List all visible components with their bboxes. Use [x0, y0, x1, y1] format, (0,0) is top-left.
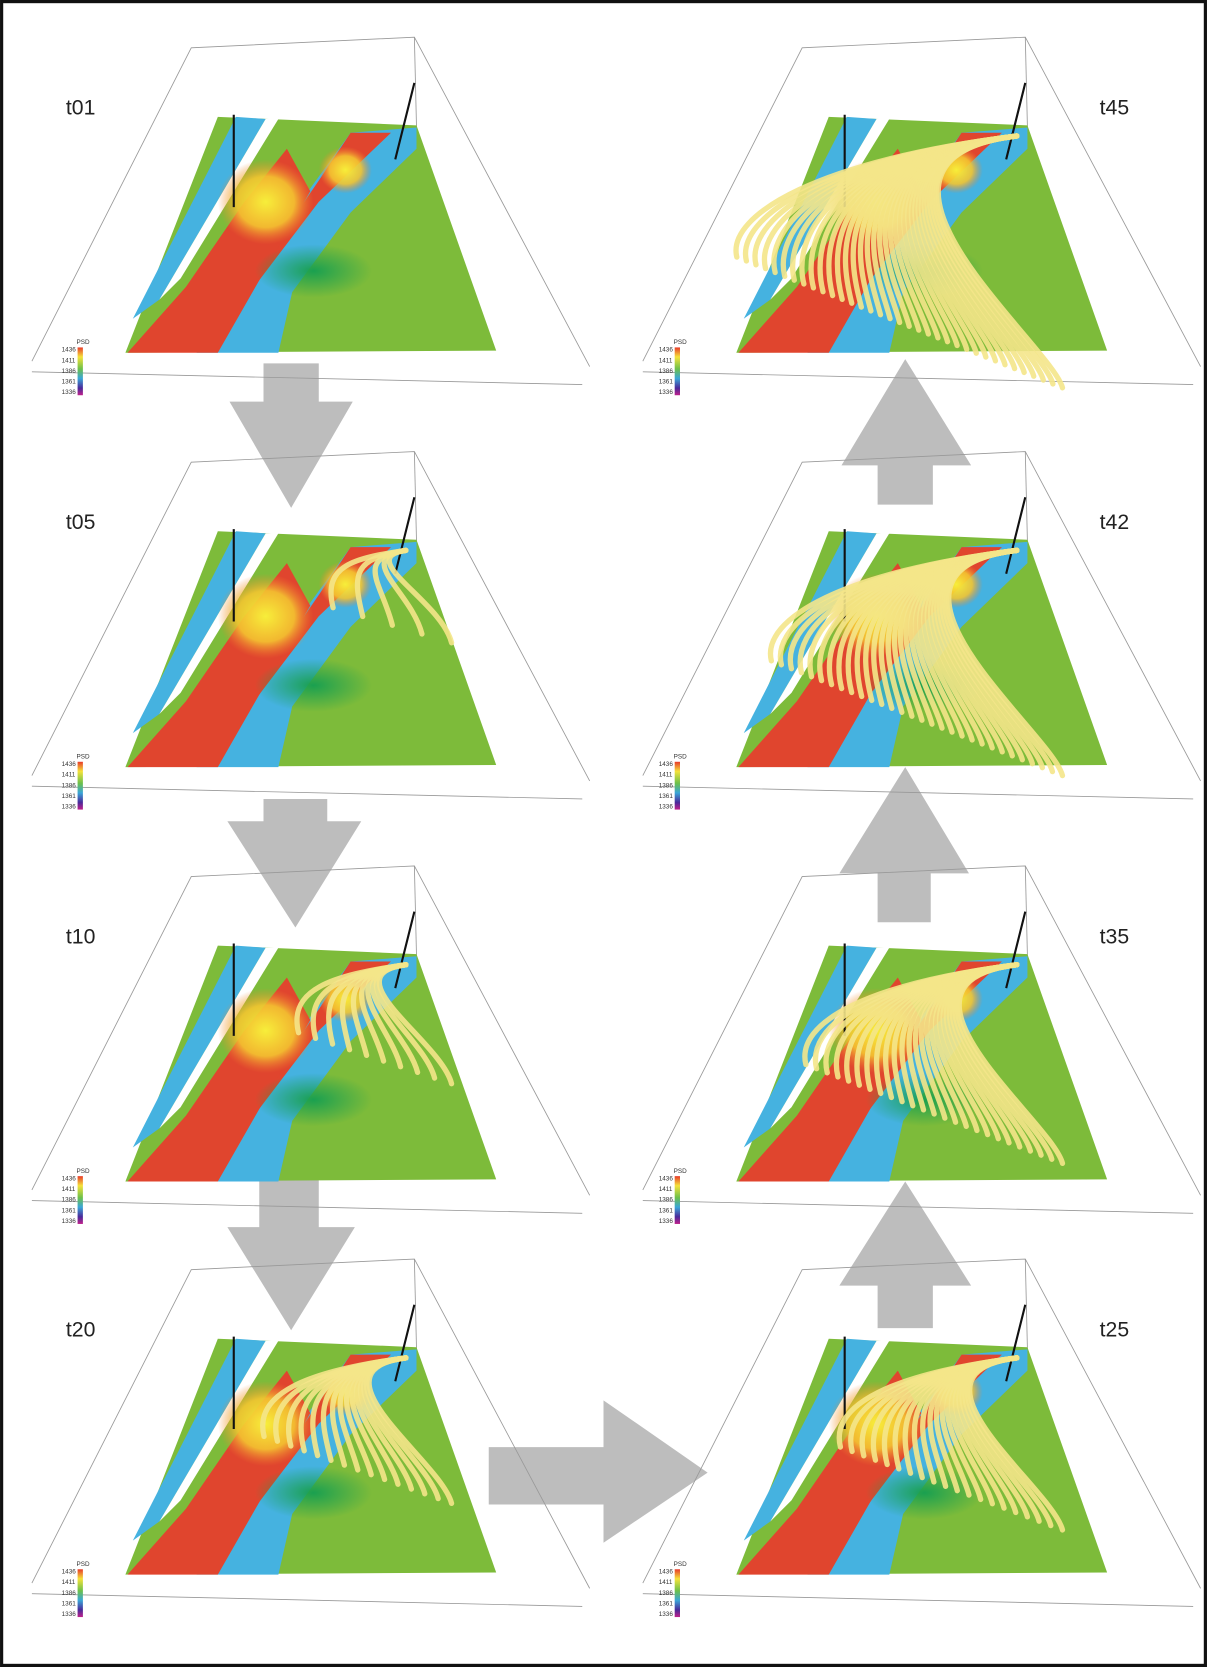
color-bar — [675, 762, 680, 810]
legend-title: PSD — [77, 339, 90, 346]
arrow-down — [230, 363, 353, 507]
dark-zone — [866, 1466, 983, 1519]
panel-label: t45 — [1100, 96, 1130, 120]
panel-label: t10 — [66, 924, 96, 948]
panel-label: t35 — [1100, 924, 1130, 948]
legend-tick: 1361 — [62, 379, 77, 386]
legend-tick: 1436 — [62, 347, 77, 354]
legend-tick: 1436 — [659, 347, 674, 354]
yellow-zone — [218, 574, 314, 659]
legend-title: PSD — [674, 1561, 687, 1568]
legend-tick: 1386 — [62, 782, 77, 789]
yellow-zone — [218, 159, 314, 244]
legend-tick: 1386 — [659, 368, 674, 375]
legend-title: PSD — [674, 754, 687, 761]
arrow-down — [227, 799, 361, 928]
legend-tick: 1411 — [62, 772, 76, 779]
panel-label: t42 — [1100, 510, 1130, 534]
color-bar — [675, 1176, 680, 1224]
panel-label: t25 — [1100, 1318, 1130, 1342]
legend-tick: 1436 — [659, 761, 674, 768]
legend-tick: 1436 — [62, 1569, 77, 1576]
legend-tick: 1336 — [659, 1611, 674, 1618]
axis-line — [1025, 1259, 1027, 1349]
legend-tick: 1411 — [659, 772, 673, 779]
legend-tick: 1386 — [62, 368, 77, 375]
legend-tick: 1436 — [62, 1175, 77, 1182]
legend-tick: 1411 — [659, 357, 673, 364]
panel-label: t05 — [66, 510, 96, 534]
dark-zone — [255, 1073, 372, 1126]
color-bar — [78, 1176, 83, 1224]
legend-tick: 1411 — [62, 357, 76, 364]
legend-tick: 1336 — [62, 389, 77, 396]
legend-tick: 1386 — [659, 782, 674, 789]
legend-tick: 1436 — [659, 1569, 674, 1576]
color-bar — [78, 347, 83, 395]
color-bar — [675, 347, 680, 395]
axis-line — [32, 786, 582, 799]
axis-line — [414, 866, 416, 956]
legend-tick: 1386 — [62, 1590, 77, 1597]
legend-tick: 1411 — [659, 1579, 673, 1586]
legend-tick: 1361 — [659, 1600, 674, 1607]
arrow-right — [489, 1400, 708, 1542]
color-bar — [78, 762, 83, 810]
legend-tick: 1336 — [62, 804, 77, 811]
axis-line — [1025, 452, 1027, 542]
arrow-up — [839, 767, 969, 922]
legend-title: PSD — [674, 339, 687, 346]
arrow-up — [841, 359, 971, 505]
axis-line — [643, 1594, 1193, 1607]
legend-title: PSD — [77, 1561, 90, 1568]
legend-tick: 1361 — [62, 793, 77, 800]
legend-tick: 1336 — [62, 1611, 77, 1618]
dark-zone — [255, 244, 372, 297]
legend-tick: 1336 — [659, 389, 674, 396]
axis-line — [414, 37, 416, 127]
legend-tick: 1436 — [659, 1175, 674, 1182]
legend-title: PSD — [674, 1168, 687, 1175]
legend-tick: 1386 — [62, 1197, 77, 1204]
axis-line — [1025, 37, 1027, 127]
legend-tick: 1361 — [62, 1600, 77, 1607]
panel-label: t20 — [66, 1318, 96, 1342]
yellow-zone — [319, 147, 372, 194]
axis-line — [32, 1594, 582, 1607]
figure: t01PSD14361411138613611336t05PSD14361411… — [0, 0, 1207, 1667]
legend-title: PSD — [77, 754, 90, 761]
dark-zone — [255, 1466, 372, 1519]
legend-tick: 1386 — [659, 1197, 674, 1204]
legend-tick: 1361 — [62, 1207, 77, 1214]
legend-tick: 1336 — [62, 1218, 77, 1225]
arrow-down — [227, 1171, 354, 1330]
legend-tick: 1361 — [659, 793, 674, 800]
color-bar — [675, 1569, 680, 1617]
legend-tick: 1336 — [659, 1218, 674, 1225]
axis-line — [414, 452, 416, 542]
legend-tick: 1336 — [659, 804, 674, 811]
legend-tick: 1361 — [659, 1207, 674, 1214]
legend-tick: 1411 — [62, 1186, 76, 1193]
dark-zone — [255, 659, 372, 712]
legend-tick: 1386 — [659, 1590, 674, 1597]
legend-tick: 1436 — [62, 761, 77, 768]
legend-tick: 1411 — [62, 1579, 76, 1586]
color-bar — [78, 1569, 83, 1617]
axis-line — [1025, 866, 1027, 956]
arrow-up — [839, 1181, 971, 1328]
panel: t45 PSD1436 1411 1386 1361 1336 — [643, 37, 1201, 396]
legend-title: PSD — [77, 1168, 90, 1175]
legend-tick: 1361 — [659, 379, 674, 386]
legend-tick: 1411 — [659, 1186, 673, 1193]
axis-line — [414, 1259, 416, 1349]
panel-label: t01 — [66, 96, 96, 120]
